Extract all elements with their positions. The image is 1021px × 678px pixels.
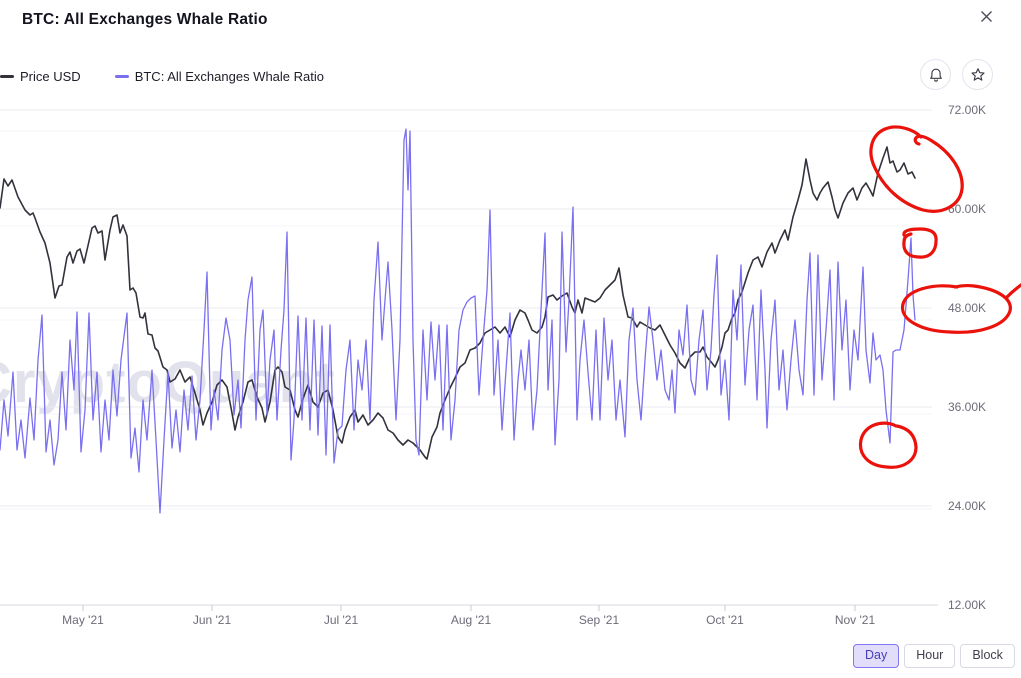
alert-button[interactable] [920,59,951,90]
favorite-button[interactable] [962,59,993,90]
chart-legend: Price USD BTC: All Exchanges Whale Ratio [0,69,324,84]
timeframe-block-button[interactable]: Block [960,644,1015,668]
x-axis-label: May '21 [62,613,104,627]
page-title: BTC: All Exchanges Whale Ratio [22,11,268,28]
legend-item-price[interactable]: Price USD [0,69,81,84]
timeframe-day-button[interactable]: Day [853,644,900,668]
y-axis-label: 12.00K [948,598,986,612]
legend-label-price: Price USD [20,69,81,84]
x-axis-label: Sep '21 [579,613,620,627]
red-circle-48k-label [900,283,1021,334]
y-axis-label: 72.00K [948,103,986,117]
timeframe-hour-button[interactable]: Hour [904,644,956,668]
whale-ratio-line-swatch [114,75,129,78]
x-axis-label: Jun '21 [193,613,232,627]
x-axis-label: Aug '21 [451,613,492,627]
bell-icon [929,68,942,82]
y-axis-label: 48.00K [948,301,986,315]
price-line-swatch [0,75,14,78]
red-circle-ratio-dip [858,421,918,469]
price-line [0,146,916,460]
red-circle-ratio-spike [902,227,938,259]
timeframe-switcher: Day Hour Block [853,644,1015,668]
y-axis-label: 24.00K [948,499,986,513]
x-axis-label: Nov '21 [835,613,876,627]
close-button[interactable] [976,6,996,26]
whale-ratio-line [0,128,916,514]
x-axis-label: Jul '21 [324,613,359,627]
x-axis-label: Oct '21 [706,613,744,627]
close-icon [980,10,992,22]
red-circle-price-top [869,125,964,213]
legend-label-whale-ratio: BTC: All Exchanges Whale Ratio [134,69,324,84]
legend-item-whale-ratio[interactable]: BTC: All Exchanges Whale Ratio [114,69,324,84]
y-axis-label: 60.00K [948,202,986,216]
y-axis-label: 36.00K [948,400,986,414]
star-icon [970,67,985,81]
